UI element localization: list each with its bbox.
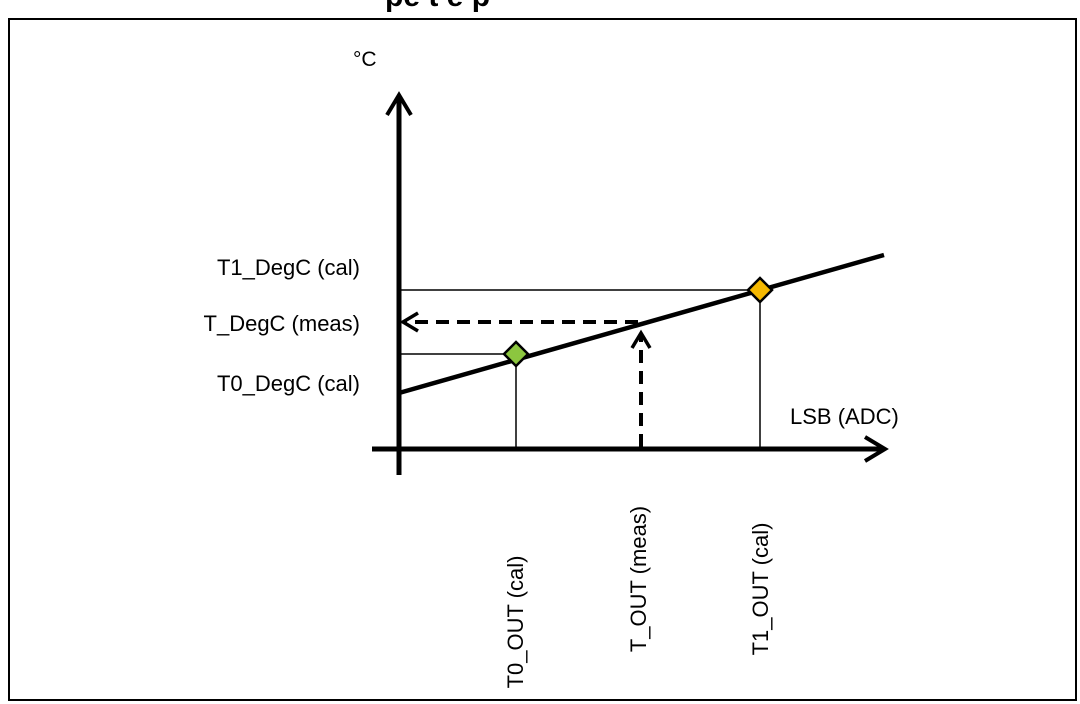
t0-out-label: T0_OUT (cal)	[503, 556, 528, 689]
t-out-meas-arrowhead	[630, 329, 652, 349]
x-axis-label: LSB (ADC)	[790, 404, 899, 429]
y-axis-arrowhead	[385, 91, 413, 117]
t-degc-meas-arrowhead	[399, 311, 419, 333]
t1-degc-label: T1_DegC (cal)	[217, 255, 360, 280]
t-out-meas-label: T_OUT (meas)	[626, 506, 651, 652]
calibration-point-t1	[746, 276, 774, 304]
t1-out-label: T1_OUT (cal)	[748, 523, 773, 656]
y-axis-unit-label: °C	[353, 48, 377, 71]
x-axis-arrowhead	[863, 435, 889, 463]
t-degc-meas-label: T_DegC (meas)	[204, 311, 360, 336]
diagram-frame	[8, 18, 1077, 701]
header-title-remnant: pe t e p	[0, 0, 1080, 20]
header-title-text: pe t e p	[385, 0, 490, 14]
calibration-line	[398, 252, 885, 396]
calibration-point-t0	[502, 340, 530, 368]
t0-degc-label: T0_DegC (cal)	[217, 371, 360, 396]
